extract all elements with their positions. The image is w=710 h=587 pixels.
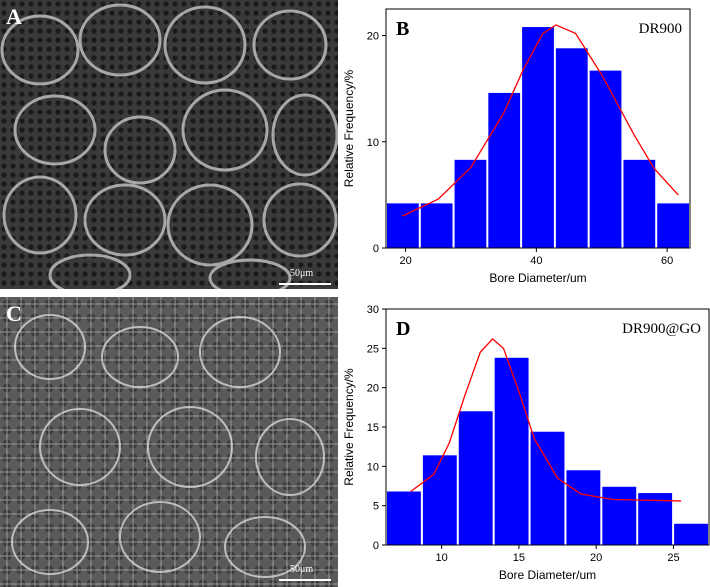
histogram-bar (420, 203, 453, 248)
histogram-bar (555, 48, 588, 249)
histogram-bar (589, 70, 622, 248)
histogram-bar (623, 159, 656, 248)
scale-bar-c (279, 579, 331, 581)
x-tick-label: 40 (530, 255, 542, 267)
sample-label: DR900 (639, 21, 682, 37)
histogram-bar (602, 486, 637, 545)
histogram-svg-d: 10 15 20 25 0 5 10 15 20 25 30 Bore Diameter/um Rela… (342, 304, 710, 582)
panel-letter: D (396, 318, 410, 340)
gaussian-fit-curve (402, 24, 679, 217)
histogram-bar (566, 470, 601, 545)
panel-letter-a: A (6, 4, 22, 29)
histogram-bar (454, 159, 487, 248)
histogram-bar (458, 411, 493, 545)
y-tick-label: 5 (373, 501, 379, 513)
x-tick-label: 20 (399, 255, 411, 267)
y-axis-label: Relative Frequency/% (342, 368, 356, 486)
y-tick-label: 10 (367, 137, 379, 149)
x-tick-label: 15 (513, 552, 525, 564)
x-tick-label: 60 (661, 255, 673, 267)
sem-texture-a (0, 0, 338, 289)
histogram-bar (494, 357, 529, 545)
x-tick-label: 25 (667, 552, 679, 564)
plot-frame (385, 8, 691, 249)
histogram-bar (530, 431, 565, 545)
y-tick-label: 0 (373, 243, 379, 255)
histogram-chart-b: 20 40 60 0 10 20 Bore Diameter/um Relative Freq… (340, 0, 710, 297)
scale-bar-label-a: 50μm (290, 268, 314, 279)
histogram-bar (638, 493, 673, 545)
sem-image-c (0, 297, 338, 587)
y-tick-label: 30 (367, 304, 379, 316)
histogram-chart-d: 10 15 20 25 0 5 10 15 20 25 30 Bore Diameter/um Rela… (340, 297, 710, 587)
histogram-bar (422, 455, 457, 545)
scale-bar-label-c: 50μm (290, 564, 314, 575)
histogram-bar (522, 27, 554, 249)
x-tick-label: 10 (436, 552, 448, 564)
scale-bar-a (279, 283, 331, 285)
histogram-svg-b: 20 40 60 0 10 20 Bore Diameter/um Relative Freq… (342, 8, 691, 285)
histogram-bar (488, 92, 521, 248)
sem-image-a (0, 0, 338, 289)
sample-label: DR900@GO (622, 321, 701, 337)
y-axis-label: Relative Frequency/% (342, 69, 356, 187)
y-tick-label: 0 (373, 540, 379, 552)
gaussian-fit-curve (410, 337, 682, 502)
x-axis-label: Bore Diameter/um (489, 271, 586, 285)
x-axis-label: Bore Diameter/um (499, 568, 596, 582)
panel-letter-c: C (6, 301, 22, 326)
y-tick-label: 20 (367, 31, 379, 43)
y-tick-label: 25 (367, 343, 379, 355)
histogram-bar (674, 523, 708, 545)
panel-letter: B (396, 18, 409, 40)
sem-texture-c (0, 297, 338, 587)
y-tick-label: 10 (367, 461, 379, 473)
histogram-bar (387, 491, 421, 545)
histogram-bar (657, 203, 689, 248)
y-tick-label: 20 (367, 383, 379, 395)
y-tick-label: 15 (367, 422, 379, 434)
x-tick-label: 20 (590, 552, 602, 564)
